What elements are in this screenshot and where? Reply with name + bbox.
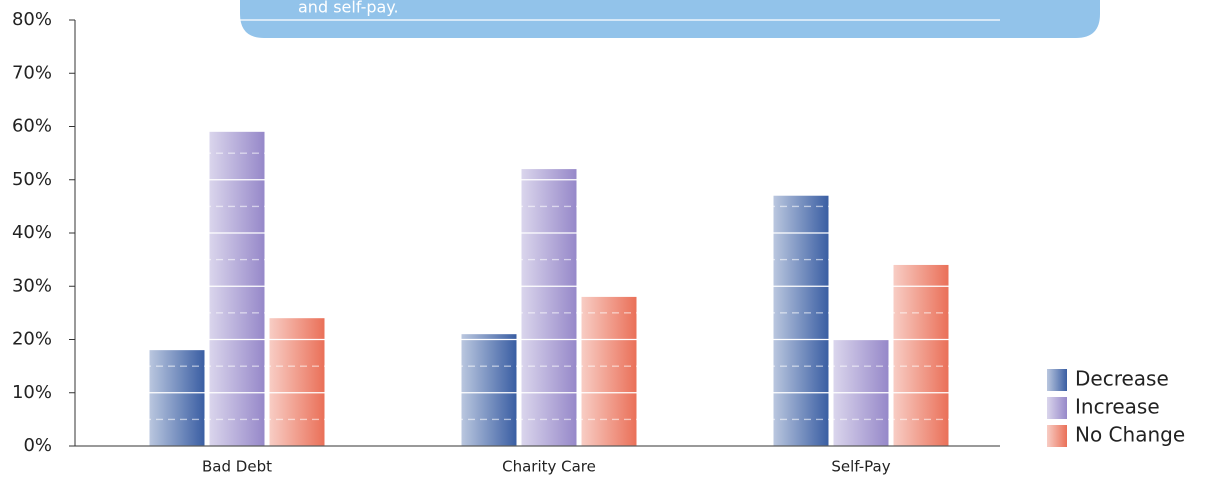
y-tick-label: 50%: [12, 169, 52, 190]
bar-stripes: [269, 318, 325, 446]
y-tick-label: 0%: [23, 435, 52, 456]
bar-stripes: [773, 195, 829, 446]
legend-swatch: [1047, 397, 1067, 419]
y-tick-label: 60%: [12, 116, 52, 137]
bar-stripes: [461, 334, 517, 446]
legend-label: Increase: [1075, 395, 1160, 419]
y-tick-label: 20%: [12, 329, 52, 350]
legend-swatch: [1047, 425, 1067, 447]
y-tick-label: 80%: [12, 9, 52, 30]
x-tick-label: Charity Care: [502, 458, 596, 476]
bar-stripes: [893, 264, 949, 446]
tooltip-text: and self-pay.: [298, 0, 399, 17]
bar-stripes: [149, 350, 205, 446]
y-tick-label: 10%: [12, 382, 52, 403]
y-tick-label: 30%: [12, 275, 52, 296]
legend-swatch: [1047, 369, 1067, 391]
legend-label: No Change: [1075, 423, 1185, 447]
y-tick-label: 40%: [12, 222, 52, 243]
bar-stripes: [581, 296, 637, 446]
y-tick-label: 70%: [12, 62, 52, 83]
legend-label: Decrease: [1075, 367, 1169, 391]
tooltip-box: [240, 0, 1100, 38]
bar-stripes: [521, 169, 577, 446]
bar-stripes: [209, 131, 265, 446]
x-tick-label: Bad Debt: [202, 458, 272, 476]
x-tick-label: Self-Pay: [831, 458, 890, 476]
